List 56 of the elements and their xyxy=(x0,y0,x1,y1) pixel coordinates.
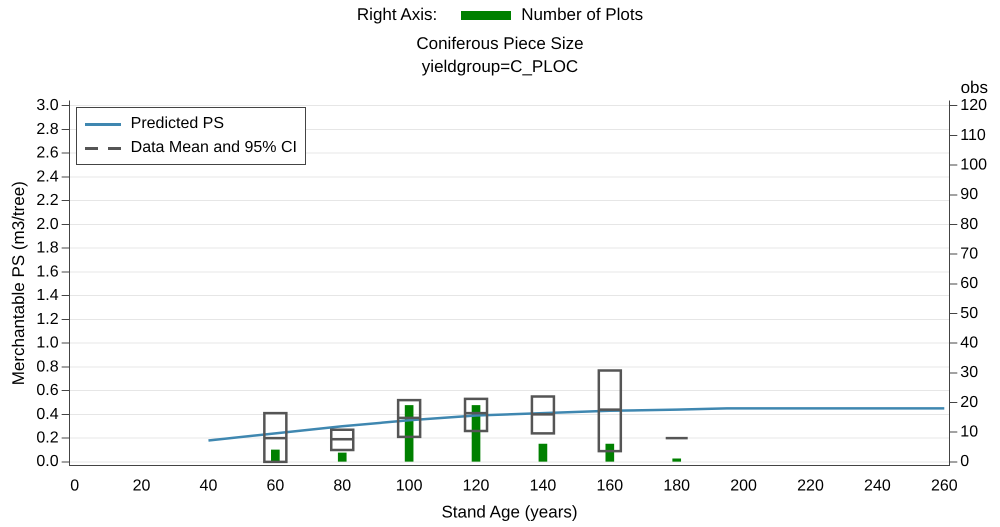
y2-tick-label: 110 xyxy=(960,126,986,144)
legend-label: Data Mean and 95% CI xyxy=(130,139,297,157)
x-tick-label: 240 xyxy=(864,477,891,494)
legend-title: Right Axis: xyxy=(356,5,438,25)
x-tick-label: 200 xyxy=(730,477,758,494)
y2-tick-label: 80 xyxy=(960,216,978,233)
x-tick-label: 40 xyxy=(200,477,218,494)
x-tick-label: 120 xyxy=(462,477,490,494)
x-tick-label: 60 xyxy=(266,477,284,494)
bar xyxy=(271,450,280,462)
x-tick-label: 140 xyxy=(530,477,556,494)
y-tick-label: 0.0 xyxy=(36,453,59,470)
x-tick-label: 160 xyxy=(596,477,624,494)
y-tick-label: 1.0 xyxy=(36,334,59,352)
y-tick-label: 0.2 xyxy=(36,430,59,447)
chart-subtitle: yieldgroup=C_PLOC xyxy=(420,57,580,77)
y2-tick-label: 40 xyxy=(960,334,978,352)
y-tick-label: 1.4 xyxy=(36,287,59,304)
x-tick-label: 20 xyxy=(132,477,151,494)
x-axis-title: Stand Age (years) xyxy=(441,502,578,522)
y2-tick-label: 30 xyxy=(960,364,978,382)
legend-label: Number of Plots xyxy=(521,5,644,25)
x-tick-label: 80 xyxy=(333,477,352,494)
x-tick-label: 220 xyxy=(797,477,824,494)
y-tick-label: 2.2 xyxy=(36,192,59,210)
bar xyxy=(338,452,347,462)
y-tick-label: 1.2 xyxy=(36,310,59,328)
y-tick-label: 0.8 xyxy=(36,358,59,376)
bar xyxy=(538,444,548,462)
y-tick-label: 2.6 xyxy=(36,144,59,162)
y-tick-label: 1.8 xyxy=(36,240,59,257)
y2-tick-label: 20 xyxy=(960,394,978,411)
y2-tick-label: 50 xyxy=(960,304,978,322)
y-axis-title: Merchantable PS (m3/tree) xyxy=(8,181,28,386)
y2-tick-label: 120 xyxy=(960,97,988,114)
chart-title: Coniferous Piece Size xyxy=(415,34,585,54)
legend-label: Predicted PS xyxy=(130,115,224,133)
x-tick-label: 260 xyxy=(930,477,958,494)
x-tick-label: 0 xyxy=(70,477,80,494)
y-tick-label: 3.0 xyxy=(36,97,59,114)
x-tick-label: 180 xyxy=(663,477,690,494)
y2-tick-label: 100 xyxy=(960,156,988,174)
y-tick-label: 0.6 xyxy=(36,382,59,400)
y2-axis-title: obs xyxy=(960,78,988,98)
y-tick-label: 2.0 xyxy=(36,216,59,233)
y-tick-label: 0.4 xyxy=(36,406,59,423)
y-tick-label: 2.8 xyxy=(36,120,59,138)
y2-tick-label: 70 xyxy=(960,246,978,263)
y-tick-label: 1.6 xyxy=(36,263,59,280)
y2-tick-label: 60 xyxy=(960,275,978,292)
bar xyxy=(672,458,682,462)
y-tick-label: 2.4 xyxy=(36,168,59,186)
y2-tick-label: 10 xyxy=(960,424,978,441)
y2-tick-label: 90 xyxy=(960,186,978,204)
y2-tick-label: 0 xyxy=(960,453,970,470)
x-tick-label: 100 xyxy=(396,477,423,494)
